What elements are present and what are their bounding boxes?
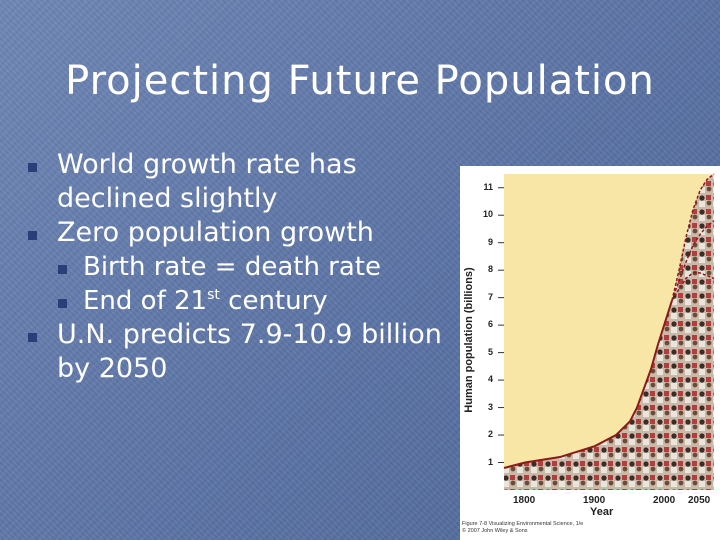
y-tick-label: 9 (487, 236, 493, 247)
y-tick-label: 1 (487, 456, 493, 467)
slide-title: Projecting Future Population (65, 58, 655, 104)
bullet-marker-icon (28, 333, 37, 342)
x-tick-label: 1800 (513, 495, 536, 506)
bullet-item: Zero population growth (25, 216, 445, 250)
x-tick-label: 1900 (583, 495, 606, 506)
projection-line (671, 220, 715, 301)
crowd-photo-area (504, 174, 714, 490)
y-tick-label: 4 (487, 374, 493, 385)
y-tick-label: 7 (487, 291, 493, 302)
y-tick-label: 5 (487, 346, 493, 357)
bullet-item: U.N. predicts 7.9-10.9 billion by 2050 (25, 318, 445, 386)
x-tick-label: 2000 (653, 495, 676, 506)
sub-bullet-item: Birth rate = death rate (25, 250, 445, 284)
bullet-text: World growth rate has declined slightly (57, 149, 357, 214)
bullet-marker-icon (58, 265, 67, 274)
caption-line: Figure 7-8 Visualizing Environmental Sci… (462, 521, 584, 527)
y-tick-label: 6 (487, 319, 493, 330)
bullet-text: U.N. predicts 7.9-10.9 billion by 2050 (57, 319, 442, 384)
bullet-marker-icon (28, 231, 37, 240)
figure-caption: Figure 7-8 Visualizing Environmental Sci… (462, 521, 692, 535)
bullet-item: World growth rate has declined slightly (25, 148, 445, 216)
bullet-marker-icon (58, 299, 67, 308)
bullet-list: World growth rate has declined slightly … (25, 148, 445, 386)
y-tick-label: 8 (487, 264, 493, 275)
sub-bullet-text: Birth rate = death rate (83, 252, 381, 282)
y-tick-label: 10 (482, 209, 493, 220)
population-chart (498, 173, 715, 490)
projection-line (671, 173, 715, 301)
historical-population-line (503, 300, 673, 469)
sub-bullet-item: End of 21st century (25, 284, 445, 318)
y-axis-label: Human population (billions) (463, 267, 475, 413)
x-axis-label: Year (590, 506, 614, 518)
y-tick-label: 3 (487, 401, 493, 412)
caption-line: © 2007 John Wiley & Sons (462, 528, 528, 534)
bullet-text: Zero population growth (57, 217, 374, 248)
population-chart-figure: Human population (billions) Year Figure … (460, 166, 720, 540)
bullet-marker-icon (28, 163, 37, 172)
x-tick-label: 2050 (688, 495, 711, 506)
sub-bullet-text: End of 21st century (83, 286, 328, 316)
y-tick-label: 2 (487, 429, 493, 440)
y-tick-label: 11 (483, 181, 493, 192)
